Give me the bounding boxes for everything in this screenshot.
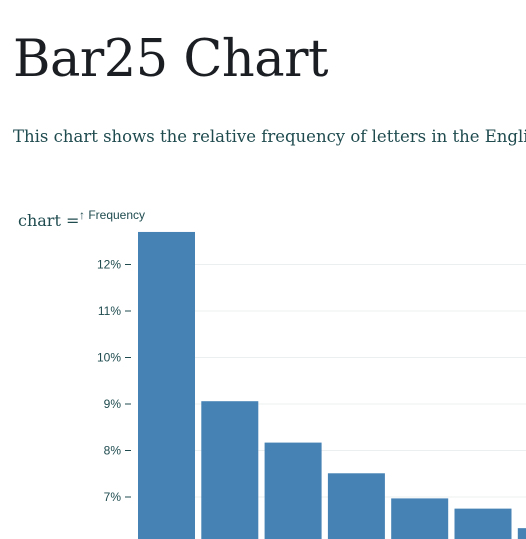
y-tick-label: 12% [97,258,121,272]
y-tick-label: 10% [97,351,121,365]
bar [328,473,385,539]
bar [201,401,258,539]
y-tick-label: 9% [104,397,122,411]
bar [518,528,526,539]
y-axis: 6%7%8%9%10%11%12% [97,258,131,539]
bar [455,509,512,539]
bar [138,232,195,539]
y-tick-label: 11% [98,304,121,318]
bars [138,232,526,539]
y-axis-label: ↑ Frequency [79,208,145,222]
y-tick-label: 8% [104,444,122,458]
y-tick-label: 7% [104,490,122,504]
bar [391,498,448,539]
bar [265,443,322,539]
